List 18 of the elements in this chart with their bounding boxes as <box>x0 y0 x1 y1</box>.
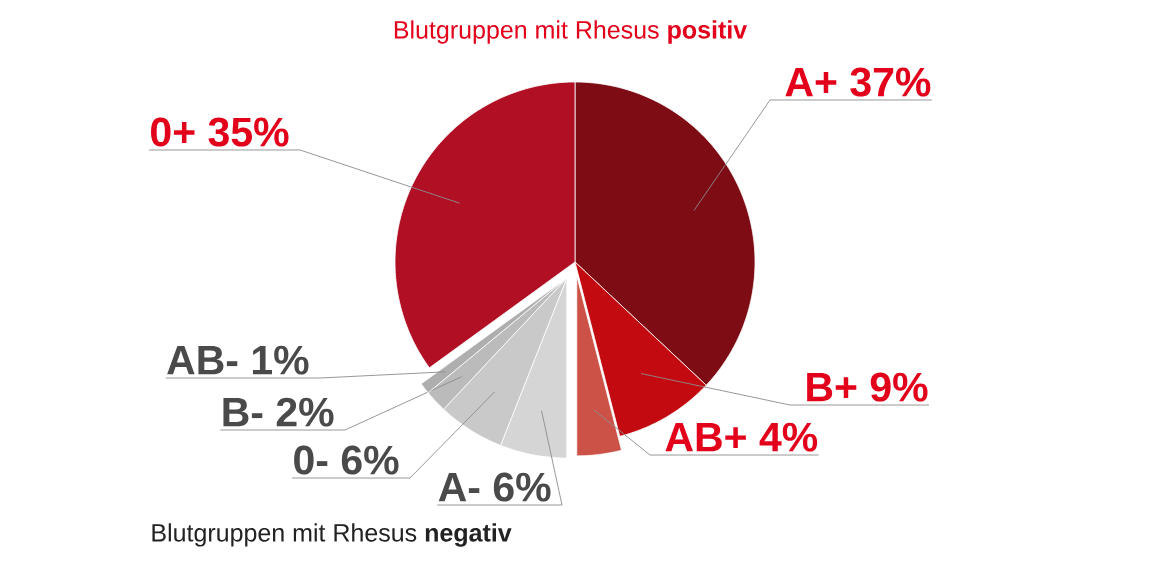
slice-label: AB- <box>167 346 238 375</box>
slice-label: AB+ <box>665 423 746 452</box>
data-label: 6% <box>493 472 551 502</box>
text: Blutgruppen mit Rhesus negativ <box>152 523 512 547</box>
data-label: 1% <box>252 345 309 375</box>
slice-label: A- <box>438 472 480 502</box>
data-label: 2% <box>276 397 334 427</box>
slice-label: 0- <box>294 445 328 475</box>
slice-label: B- <box>223 398 263 427</box>
data-label: 37% <box>850 67 931 97</box>
data-label: 35% <box>208 117 289 147</box>
slice-label: 0+ <box>151 117 195 147</box>
data-label: 4% <box>759 422 818 452</box>
data-label: 9% <box>870 372 928 402</box>
slice-label: A+ <box>785 67 837 97</box>
slice-label: B+ <box>807 372 857 402</box>
data-label: 6% <box>341 445 399 475</box>
chart-title: Blutgruppen mit Rhesus positiv <box>394 20 748 44</box>
